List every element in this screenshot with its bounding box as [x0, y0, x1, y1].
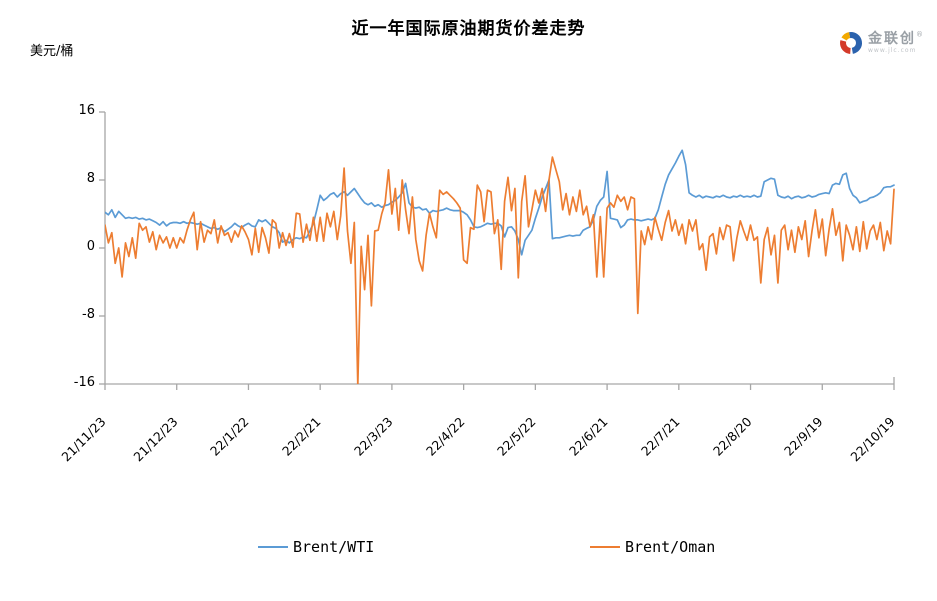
brand-registered-mark: ®	[916, 30, 923, 39]
logo-red-arc	[840, 32, 862, 54]
legend-label-brent-wti: Brent/WTI	[293, 538, 375, 556]
chart-legend: Brent/WTI Brent/Oman	[0, 538, 937, 558]
y-axis-tick-label: 0	[86, 239, 95, 254]
brand-logo-icon	[840, 32, 862, 54]
brand-name: 金联创	[868, 31, 916, 47]
brand-site-url: www.jlc.com	[868, 47, 917, 54]
y-axis-tick-label: -16	[73, 375, 95, 390]
brand-logo: 金联创® www.jlc.com	[838, 30, 923, 56]
y-axis-tick-label: 16	[78, 103, 95, 118]
logo-blue-arc	[840, 32, 862, 54]
y-axis-tick-label: 8	[86, 171, 95, 186]
legend-item-brent-oman: Brent/Oman	[590, 538, 715, 556]
y-axis-unit-label: 美元/桶	[30, 44, 74, 59]
legend-item-brent-wti: Brent/WTI	[258, 538, 374, 556]
series-line-brent-oman	[105, 156, 895, 384]
legend-swatch-brent-oman	[590, 546, 620, 548]
brand-text: 金联创® www.jlc.com	[868, 30, 923, 54]
series-line-brent-wti	[105, 149, 895, 256]
legend-label-brent-oman: Brent/Oman	[625, 538, 716, 556]
legend-swatch-brent-wti	[258, 546, 288, 548]
y-axis-tick-label: -8	[82, 307, 95, 322]
page-title: 近一年国际原油期货价差走势	[351, 19, 586, 39]
